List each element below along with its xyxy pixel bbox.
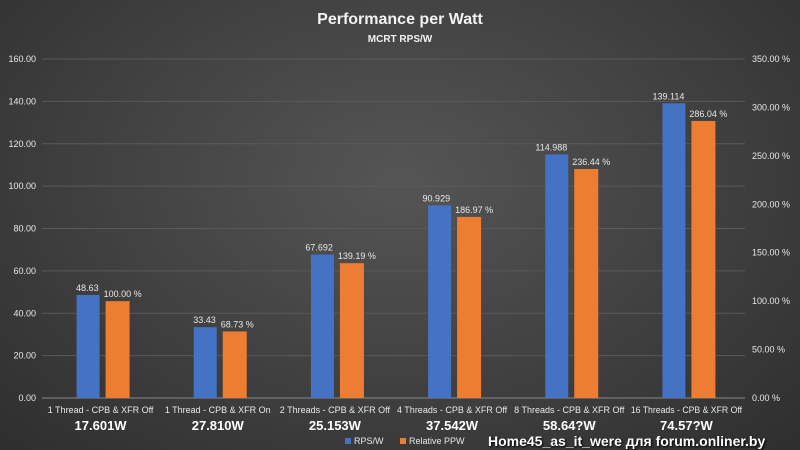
- y2-tick-label: 250.00 %: [752, 151, 790, 161]
- legend-label: RPS/W: [354, 436, 384, 446]
- x-tick-label: 8 Threads - CPB & XFR Off: [514, 405, 625, 415]
- y2-tick-label: 350.00 %: [752, 54, 790, 64]
- bar-rps-per-watt: [662, 103, 686, 399]
- y-tick-label: 40.00: [13, 308, 36, 318]
- x-tick-label: 1 Thread - CPB & XFR On: [165, 405, 271, 415]
- y-tick-label: 160.00: [8, 54, 36, 64]
- data-label-rps: 33.43: [193, 315, 216, 325]
- power-label: 74.57?W: [660, 418, 713, 433]
- data-label-rps: 90.929: [423, 193, 451, 203]
- y2-tick-label: 50.00 %: [752, 345, 785, 355]
- data-label-ppw: 286.04 %: [689, 109, 727, 119]
- data-label-ppw: 186.97 %: [455, 205, 493, 215]
- power-label: 27.810W: [192, 418, 245, 433]
- bar-rps-per-watt: [193, 327, 217, 398]
- watermark: Home45_as_it_were для forum.onliner.by: [488, 433, 766, 449]
- bar-rps-per-watt: [428, 205, 452, 398]
- x-tick-label: 4 Threads - CPB & XFR Off: [397, 405, 508, 415]
- data-label-ppw: 100.00 %: [104, 289, 142, 299]
- power-label: 37.542W: [426, 418, 479, 433]
- power-label: 17.601W: [75, 418, 128, 433]
- y-tick-label: 60.00: [13, 266, 36, 276]
- data-label-ppw: 139.19 %: [338, 251, 376, 261]
- data-label-rps: 48.63: [76, 283, 99, 293]
- data-label-rps: 139.114: [653, 91, 685, 101]
- power-label: 58.64?W: [543, 418, 596, 433]
- bar-rps-per-watt: [76, 294, 100, 398]
- y2-tick-label: 150.00 %: [752, 248, 790, 258]
- data-label-rps: 114.988: [535, 142, 567, 152]
- legend-swatch: [400, 438, 406, 444]
- bar-rps-per-watt: [310, 254, 334, 398]
- data-label-ppw: 68.73 %: [221, 319, 254, 329]
- data-label-rps: 67.692: [305, 243, 333, 253]
- bar-rps-per-watt: [545, 154, 569, 398]
- bar-relative-ppw: [574, 168, 599, 398]
- y-tick-label: 0.00: [18, 393, 36, 403]
- bar-relative-ppw: [339, 263, 364, 398]
- legend-label: Relative PPW: [409, 436, 465, 446]
- x-tick-label: 16 Threads - CPB & XFR Off: [631, 405, 743, 415]
- bar-relative-ppw: [457, 216, 482, 398]
- y2-tick-label: 200.00 %: [752, 199, 790, 209]
- bar-relative-ppw: [691, 120, 716, 398]
- chart-subtitle: MCRT RPS/W: [368, 34, 433, 45]
- y-tick-label: 100.00: [8, 181, 36, 191]
- x-tick-label: 2 Threads - CPB & XFR Off: [280, 405, 391, 415]
- power-label: 25.153W: [309, 418, 362, 433]
- y-tick-label: 120.00: [8, 139, 36, 149]
- bar-relative-ppw: [105, 301, 130, 398]
- y2-tick-label: 100.00 %: [752, 296, 790, 306]
- bar-relative-ppw: [222, 331, 247, 398]
- legend-swatch: [345, 438, 351, 444]
- y2-tick-label: 300.00 %: [752, 102, 790, 112]
- y-tick-label: 80.00: [13, 224, 36, 234]
- x-tick-label: 1 Thread - CPB & XFR Off: [48, 405, 154, 415]
- y-tick-label: 140.00: [8, 96, 36, 106]
- data-label-ppw: 236.44 %: [572, 157, 610, 167]
- chart-title: Performance per Watt: [317, 11, 483, 28]
- y2-tick-label: 0.00 %: [752, 393, 780, 403]
- y-tick-label: 20.00: [13, 351, 36, 361]
